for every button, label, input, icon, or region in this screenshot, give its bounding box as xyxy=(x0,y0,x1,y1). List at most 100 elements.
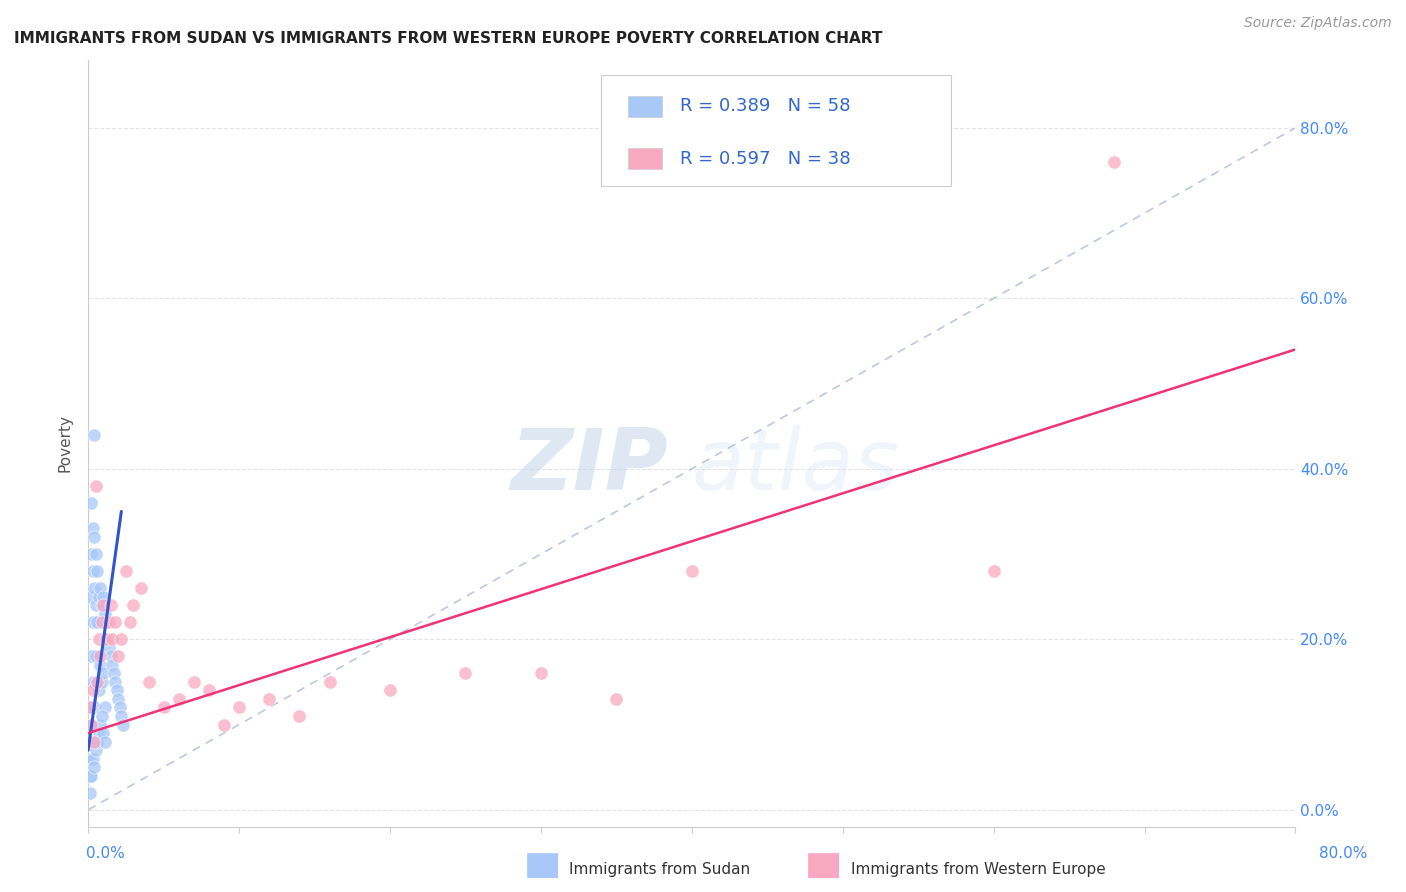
Text: 0.0%: 0.0% xyxy=(86,847,125,861)
Point xyxy=(79,700,101,714)
Point xyxy=(318,674,340,689)
Point xyxy=(83,427,105,442)
Point xyxy=(120,615,142,630)
Point xyxy=(80,717,103,731)
Point xyxy=(79,751,101,765)
Point xyxy=(97,632,120,647)
Point xyxy=(79,769,101,783)
Point xyxy=(82,683,104,698)
Point xyxy=(605,692,627,706)
Point xyxy=(104,674,127,689)
Point xyxy=(983,564,1005,578)
Point xyxy=(91,726,114,740)
Point xyxy=(84,547,107,561)
Point xyxy=(84,649,107,664)
Text: Immigrants from Sudan: Immigrants from Sudan xyxy=(569,863,751,877)
Point xyxy=(110,709,132,723)
Point xyxy=(90,615,112,630)
FancyBboxPatch shape xyxy=(602,75,952,186)
Point xyxy=(80,717,103,731)
Point xyxy=(79,786,101,800)
Text: R = 0.597   N = 38: R = 0.597 N = 38 xyxy=(679,150,851,168)
Point xyxy=(83,734,105,748)
Point xyxy=(183,674,205,689)
Point xyxy=(86,674,108,689)
Point xyxy=(86,615,108,630)
Point xyxy=(89,657,111,672)
Point xyxy=(84,743,107,757)
Point xyxy=(115,564,138,578)
Point xyxy=(98,640,121,655)
Point xyxy=(83,530,105,544)
Point xyxy=(82,615,104,630)
Point xyxy=(100,598,122,612)
Point xyxy=(80,547,103,561)
Text: IMMIGRANTS FROM SUDAN VS IMMIGRANTS FROM WESTERN EUROPE POVERTY CORRELATION CHAR: IMMIGRANTS FROM SUDAN VS IMMIGRANTS FROM… xyxy=(14,31,883,46)
Point xyxy=(89,581,111,595)
Point xyxy=(257,692,280,706)
Point xyxy=(138,674,160,689)
Point xyxy=(86,674,108,689)
Point xyxy=(86,564,108,578)
Point xyxy=(212,717,235,731)
Point xyxy=(107,692,129,706)
Point xyxy=(83,581,105,595)
Point xyxy=(82,674,104,689)
Point xyxy=(91,590,114,604)
Point xyxy=(80,649,103,664)
Point xyxy=(94,607,117,621)
Point xyxy=(79,700,101,714)
Point xyxy=(96,615,118,630)
Point xyxy=(129,581,152,595)
Point xyxy=(96,632,118,647)
Point xyxy=(454,666,477,681)
Point xyxy=(90,709,112,723)
Point xyxy=(83,760,105,774)
Point xyxy=(198,683,221,698)
Point xyxy=(681,564,703,578)
Point xyxy=(101,657,124,672)
Point xyxy=(108,700,131,714)
Point xyxy=(103,666,125,681)
Point xyxy=(1104,155,1126,169)
Point xyxy=(91,666,114,681)
FancyBboxPatch shape xyxy=(628,95,662,117)
Point xyxy=(167,692,190,706)
Point xyxy=(228,700,250,714)
Point xyxy=(84,479,107,493)
Text: atlas: atlas xyxy=(692,425,900,508)
Point xyxy=(84,598,107,612)
Point xyxy=(87,632,110,647)
Point xyxy=(80,496,103,510)
Text: 80.0%: 80.0% xyxy=(1319,847,1367,861)
Point xyxy=(94,734,117,748)
Text: Source: ZipAtlas.com: Source: ZipAtlas.com xyxy=(1244,16,1392,29)
Point xyxy=(530,666,553,681)
Point xyxy=(152,700,174,714)
Point xyxy=(86,734,108,748)
Point xyxy=(80,769,103,783)
Point xyxy=(87,683,110,698)
Point xyxy=(82,521,104,535)
Point xyxy=(111,717,134,731)
Point xyxy=(82,751,104,765)
Point xyxy=(94,700,117,714)
Y-axis label: Poverty: Poverty xyxy=(58,414,72,472)
Point xyxy=(82,734,104,748)
Point xyxy=(104,615,127,630)
Point xyxy=(90,674,112,689)
Point xyxy=(89,649,111,664)
Point xyxy=(80,590,103,604)
Point xyxy=(101,632,124,647)
Point xyxy=(89,717,111,731)
Point xyxy=(105,683,128,698)
Text: Immigrants from Western Europe: Immigrants from Western Europe xyxy=(851,863,1105,877)
Point xyxy=(82,564,104,578)
Point xyxy=(378,683,401,698)
Point xyxy=(98,615,121,630)
Point xyxy=(110,632,132,647)
Point xyxy=(91,598,114,612)
Point xyxy=(122,598,145,612)
FancyBboxPatch shape xyxy=(628,148,662,169)
Point xyxy=(84,734,107,748)
